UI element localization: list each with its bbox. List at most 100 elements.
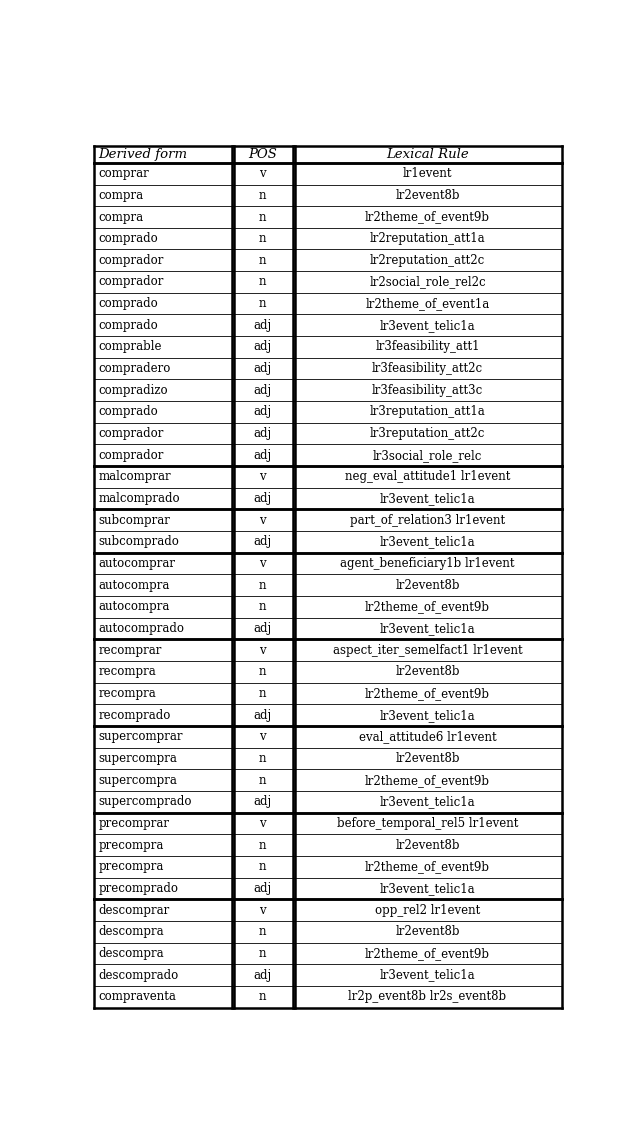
Text: descomprar: descomprar [99, 903, 170, 917]
Text: lr2theme_of_event9b: lr2theme_of_event9b [365, 860, 490, 874]
Text: lr3feasibility_att1: lr3feasibility_att1 [375, 341, 480, 353]
Text: Lexical Rule: Lexical Rule [386, 148, 469, 161]
Text: lr2theme_of_event9b: lr2theme_of_event9b [365, 600, 490, 614]
Text: adj: adj [253, 708, 271, 722]
Text: before_temporal_rel5 lr1event: before_temporal_rel5 lr1event [337, 817, 518, 830]
Text: n: n [259, 990, 266, 1003]
Text: n: n [259, 579, 266, 591]
Text: n: n [259, 687, 266, 700]
Text: lr2event8b: lr2event8b [396, 838, 460, 852]
Text: comprador: comprador [99, 276, 164, 288]
Text: comprar: comprar [99, 167, 149, 180]
Text: descompra: descompra [99, 947, 164, 960]
Text: POS: POS [248, 148, 277, 161]
Text: adj: adj [253, 622, 271, 636]
Text: precomprado: precomprado [99, 882, 179, 895]
Text: adj: adj [253, 492, 271, 505]
Text: n: n [259, 600, 266, 614]
Text: adj: adj [253, 449, 271, 461]
Text: lr3reputation_att2c: lr3reputation_att2c [370, 427, 485, 440]
Text: autocompra: autocompra [99, 579, 170, 591]
Text: n: n [259, 211, 266, 223]
Text: lr3event_telic1a: lr3event_telic1a [380, 708, 476, 722]
Text: n: n [259, 860, 266, 874]
Text: precompra: precompra [99, 860, 164, 874]
Text: n: n [259, 232, 266, 245]
Text: v: v [259, 903, 266, 917]
Text: compra: compra [99, 189, 144, 202]
Text: aspect_iter_semelfact1 lr1event: aspect_iter_semelfact1 lr1event [333, 644, 522, 657]
Text: lr2theme_of_event1a: lr2theme_of_event1a [365, 297, 490, 310]
Text: lr2theme_of_event9b: lr2theme_of_event9b [365, 687, 490, 700]
Text: n: n [259, 254, 266, 267]
Text: Derived form: Derived form [99, 148, 188, 161]
Text: adj: adj [253, 968, 271, 982]
Text: lr3event_telic1a: lr3event_telic1a [380, 535, 476, 548]
Text: adj: adj [253, 882, 271, 895]
Text: v: v [259, 644, 266, 657]
Text: lr2event8b: lr2event8b [396, 925, 460, 939]
Text: malcomprar: malcomprar [99, 470, 172, 483]
Text: n: n [259, 297, 266, 310]
Text: recompra: recompra [99, 687, 156, 700]
Text: descomprado: descomprado [99, 968, 179, 982]
Text: lr2reputation_att2c: lr2reputation_att2c [370, 254, 485, 267]
Text: supercompra: supercompra [99, 773, 177, 787]
Text: recomprar: recomprar [99, 644, 162, 657]
Text: compradero: compradero [99, 362, 171, 375]
Text: n: n [259, 947, 266, 960]
Text: lr3event_telic1a: lr3event_telic1a [380, 882, 476, 895]
Text: autocompra: autocompra [99, 600, 170, 614]
Text: adj: adj [253, 384, 271, 396]
Text: lr3event_telic1a: lr3event_telic1a [380, 622, 476, 636]
Text: lr2event8b: lr2event8b [396, 579, 460, 591]
Text: compraventa: compraventa [99, 990, 177, 1003]
Text: lr3event_telic1a: lr3event_telic1a [380, 319, 476, 331]
Text: lr3event_telic1a: lr3event_telic1a [380, 968, 476, 982]
Text: precomprar: precomprar [99, 817, 170, 830]
Text: adj: adj [253, 341, 271, 353]
Text: lr3event_telic1a: lr3event_telic1a [380, 795, 476, 809]
Text: compradizo: compradizo [99, 384, 168, 396]
Text: lr2event8b: lr2event8b [396, 665, 460, 679]
Text: subcomprado: subcomprado [99, 535, 179, 548]
Text: n: n [259, 189, 266, 202]
Text: lr1event: lr1event [403, 167, 452, 180]
Text: lr3feasibility_att3c: lr3feasibility_att3c [372, 384, 483, 396]
Text: part_of_relation3 lr1event: part_of_relation3 lr1event [350, 514, 505, 526]
Text: precompra: precompra [99, 838, 164, 852]
Text: n: n [259, 925, 266, 939]
Text: lr2event8b: lr2event8b [396, 189, 460, 202]
Text: neg_eval_attitude1 lr1event: neg_eval_attitude1 lr1event [345, 470, 510, 483]
Text: adj: adj [253, 319, 271, 331]
Text: compra: compra [99, 211, 144, 223]
Text: lr3feasibility_att2c: lr3feasibility_att2c [372, 362, 483, 375]
Text: comprado: comprado [99, 319, 158, 331]
Text: agent_beneficiary1b lr1event: agent_beneficiary1b lr1event [340, 557, 515, 570]
Text: adj: adj [253, 535, 271, 548]
Text: supercomprar: supercomprar [99, 730, 183, 744]
Text: autocomprado: autocomprado [99, 622, 184, 636]
Text: n: n [259, 773, 266, 787]
Text: n: n [259, 665, 266, 679]
Text: descompra: descompra [99, 925, 164, 939]
Text: comprado: comprado [99, 405, 158, 418]
Text: lr3social_role_relc: lr3social_role_relc [372, 449, 482, 461]
Text: adj: adj [253, 427, 271, 440]
Text: lr2reputation_att1a: lr2reputation_att1a [370, 232, 485, 245]
Text: malcomprado: malcomprado [99, 492, 180, 505]
Text: supercomprado: supercomprado [99, 795, 192, 809]
Text: comprable: comprable [99, 341, 162, 353]
Text: supercompra: supercompra [99, 752, 177, 765]
Text: n: n [259, 838, 266, 852]
Text: autocomprar: autocomprar [99, 557, 175, 570]
Text: lr2p_event8b lr2s_event8b: lr2p_event8b lr2s_event8b [348, 990, 506, 1003]
Text: lr3event_telic1a: lr3event_telic1a [380, 492, 476, 505]
Text: comprador: comprador [99, 449, 164, 461]
Text: comprado: comprado [99, 232, 158, 245]
Text: lr2theme_of_event9b: lr2theme_of_event9b [365, 773, 490, 787]
Text: adj: adj [253, 405, 271, 418]
Text: subcomprar: subcomprar [99, 514, 170, 526]
Text: v: v [259, 557, 266, 570]
Text: v: v [259, 167, 266, 180]
